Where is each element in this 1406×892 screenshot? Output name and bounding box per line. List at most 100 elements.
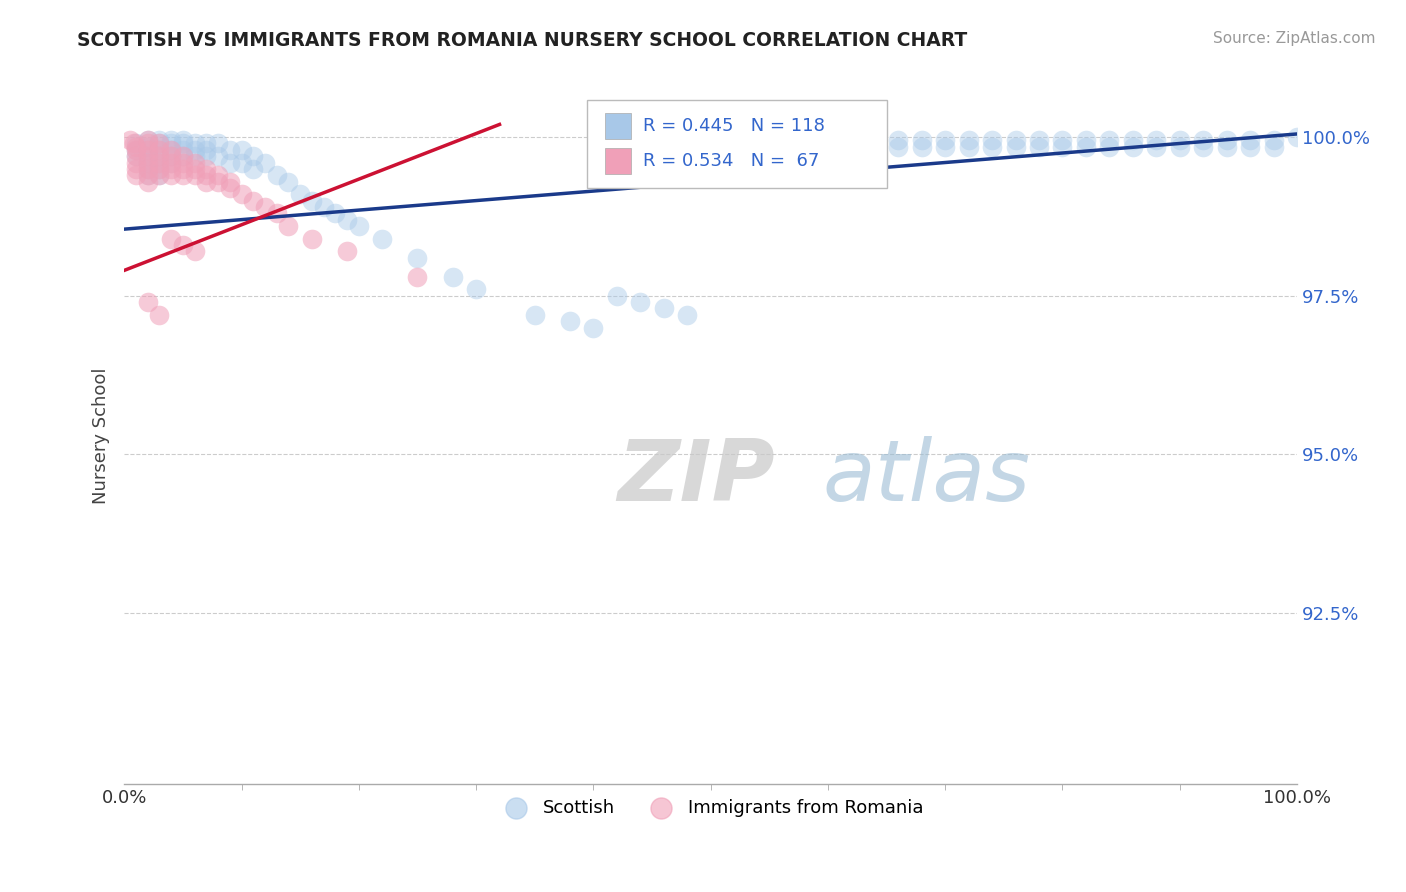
Point [125, 155, 148, 169]
Point [195, 168, 218, 182]
Point [160, 155, 183, 169]
Point [148, 168, 170, 182]
Point [406, 269, 429, 284]
Point [628, 295, 651, 310]
Point [160, 149, 183, 163]
Point [747, 139, 769, 153]
Point [863, 139, 886, 153]
Point [136, 161, 159, 176]
Point [136, 133, 159, 147]
Point [183, 136, 205, 151]
Point [172, 155, 194, 169]
Point [957, 133, 980, 147]
Point [125, 168, 148, 182]
Point [606, 139, 628, 153]
Point [148, 133, 170, 147]
Point [841, 133, 863, 147]
Point [172, 143, 194, 157]
Point [172, 149, 194, 163]
Point [676, 308, 699, 322]
Point [207, 175, 229, 189]
Point [136, 155, 159, 169]
Point [582, 320, 605, 334]
Y-axis label: Nursery School: Nursery School [93, 368, 110, 504]
Point [769, 139, 792, 153]
Point [195, 149, 218, 163]
Point [523, 308, 546, 322]
Point [1098, 133, 1121, 147]
Point [160, 168, 183, 182]
Point [160, 161, 183, 176]
Bar [605, 148, 631, 174]
Point [136, 149, 159, 163]
Point [136, 133, 159, 147]
Point [122, 136, 145, 151]
Point [1192, 139, 1215, 153]
Point [231, 143, 253, 157]
Point [136, 149, 159, 163]
Point [465, 282, 488, 296]
Point [253, 155, 276, 169]
Point [183, 244, 205, 259]
Point [183, 155, 205, 169]
Point [148, 143, 170, 157]
Point [1168, 133, 1191, 147]
Point [148, 149, 170, 163]
Point [1144, 133, 1167, 147]
Point [841, 139, 863, 153]
Point [136, 143, 159, 157]
Point [183, 161, 205, 176]
Point [148, 161, 170, 176]
Point [136, 155, 159, 169]
Point [148, 136, 170, 151]
Point [242, 161, 264, 176]
Point [183, 149, 205, 163]
Point [195, 161, 218, 176]
Point [699, 133, 721, 147]
Point [172, 136, 194, 151]
Point [242, 194, 264, 208]
Point [1052, 139, 1074, 153]
Point [253, 200, 276, 214]
Point [136, 161, 159, 176]
Point [628, 139, 651, 153]
Point [242, 149, 264, 163]
Point [231, 155, 253, 169]
Point [125, 143, 148, 157]
Point [641, 139, 664, 153]
Point [747, 133, 769, 147]
Point [277, 175, 299, 189]
Point [231, 187, 253, 202]
Point [183, 168, 205, 182]
Point [617, 139, 640, 153]
Text: Source: ZipAtlas.com: Source: ZipAtlas.com [1212, 31, 1375, 46]
Point [148, 308, 170, 322]
Point [136, 168, 159, 182]
Point [323, 206, 346, 220]
Bar [605, 113, 631, 139]
Point [1052, 133, 1074, 147]
Point [1122, 133, 1144, 147]
Point [312, 200, 335, 214]
FancyBboxPatch shape [588, 100, 887, 187]
Point [277, 219, 299, 233]
Point [120, 133, 142, 147]
Point [160, 155, 183, 169]
Point [441, 269, 464, 284]
Point [218, 175, 240, 189]
Point [148, 168, 170, 182]
Text: ZIP: ZIP [617, 436, 775, 519]
Point [195, 136, 218, 151]
Text: atlas: atlas [823, 436, 1031, 519]
Point [125, 161, 148, 176]
Point [1215, 133, 1237, 147]
Point [160, 143, 183, 157]
Point [266, 168, 288, 182]
Point [699, 139, 721, 153]
Point [136, 143, 159, 157]
Point [558, 314, 581, 328]
Point [218, 155, 240, 169]
Point [207, 136, 229, 151]
Text: R = 0.534   N =  67: R = 0.534 N = 67 [643, 152, 818, 170]
Point [125, 149, 148, 163]
